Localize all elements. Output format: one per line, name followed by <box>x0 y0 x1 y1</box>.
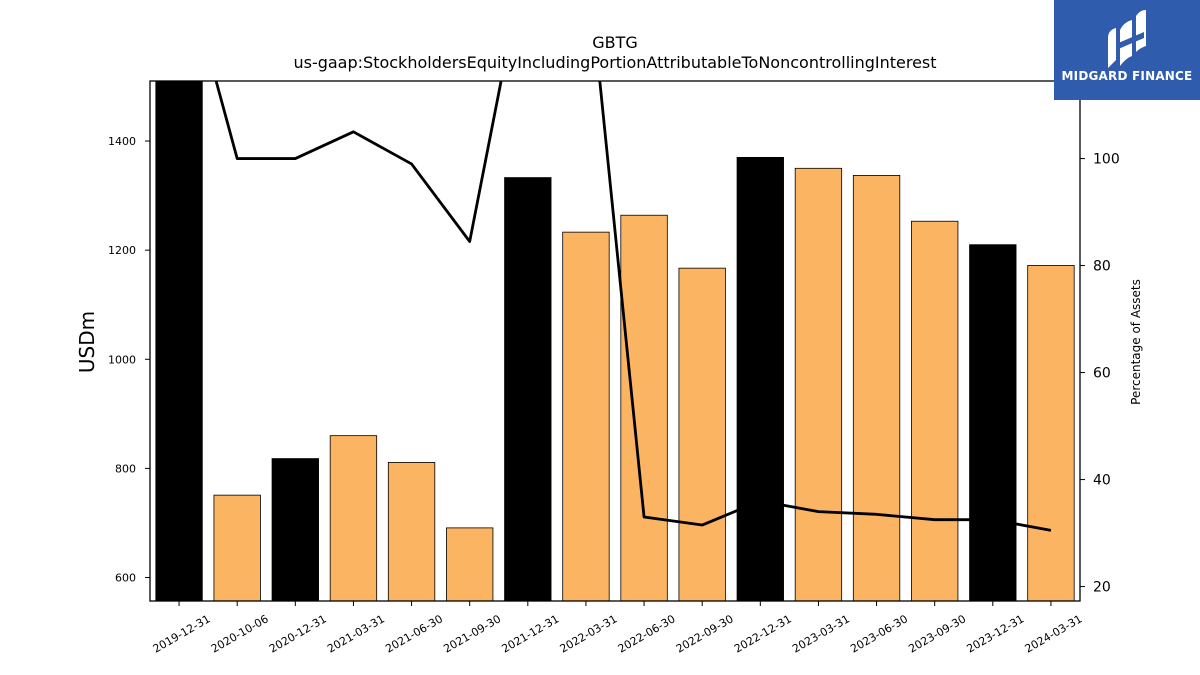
x-tick-label: 2022-06-30 <box>616 612 678 655</box>
bar <box>736 156 784 601</box>
x-tick-label: 2019-12-31 <box>151 612 213 655</box>
bar <box>852 174 901 601</box>
y-tick-label: 1200 <box>108 244 136 257</box>
y2-tick-label: 100 <box>1093 152 1120 168</box>
y-tick-label: 600 <box>115 572 136 585</box>
bar <box>271 458 319 601</box>
y2-tick-label: 60 <box>1093 366 1111 382</box>
bar <box>562 231 610 601</box>
bar <box>678 267 726 601</box>
bars-layer <box>155 81 1075 601</box>
y-axis-label: USDm <box>75 311 99 373</box>
midgard-finance-logo: MIDGARD FINANCE <box>1054 0 1200 100</box>
x-tick-label: 2021-06-30 <box>383 612 445 655</box>
x-tick-label: 2023-09-30 <box>906 612 968 655</box>
bar <box>620 214 668 601</box>
x-tick-label: 2021-03-31 <box>325 612 387 655</box>
y-tick-label: 1000 <box>108 353 136 366</box>
chart-subtitle: us-gaap:StockholdersEquityIncludingPorti… <box>293 53 936 72</box>
chart-title: GBTG <box>592 33 638 52</box>
x-tick-label: 2020-12-31 <box>267 612 329 655</box>
bar <box>155 81 203 601</box>
bar <box>446 527 494 601</box>
bar <box>387 462 436 601</box>
line-layer <box>214 81 1052 532</box>
bar <box>794 167 843 601</box>
y2-tick-label: 20 <box>1093 580 1111 596</box>
x-tick-label: 2023-06-30 <box>848 612 910 655</box>
x-tick-label: 2023-12-31 <box>964 612 1026 655</box>
logo-text: MIDGARD FINANCE <box>1061 69 1193 83</box>
x-tick-label: 2023-03-31 <box>790 612 852 655</box>
bar <box>213 494 261 601</box>
x-tick-label: 2021-12-31 <box>499 612 561 655</box>
logo-mark-icon <box>1108 10 1146 68</box>
percentage-line <box>214 81 1052 532</box>
y2-axis-label: Percentage of Assets <box>1129 279 1143 405</box>
x-tick-label: 2024-03-31 <box>1023 612 1085 655</box>
bar <box>1027 265 1075 601</box>
x-tick-label: 2022-12-31 <box>732 612 794 655</box>
y-tick-label: 1400 <box>108 135 136 148</box>
plot-frame <box>149 80 1081 602</box>
bar <box>329 435 378 601</box>
y-tick-label: 800 <box>115 462 136 475</box>
x-tick-label: 2020-10-06 <box>209 612 271 655</box>
y2-tick-label: 80 <box>1093 259 1111 275</box>
bar <box>969 244 1017 601</box>
bar <box>911 220 959 601</box>
x-tick-label: 2022-03-31 <box>558 612 620 655</box>
x-tick-label: 2021-09-30 <box>441 612 503 655</box>
x-tick-label: 2022-09-30 <box>674 612 736 655</box>
y2-tick-label: 40 <box>1093 473 1111 489</box>
bar <box>504 177 552 601</box>
